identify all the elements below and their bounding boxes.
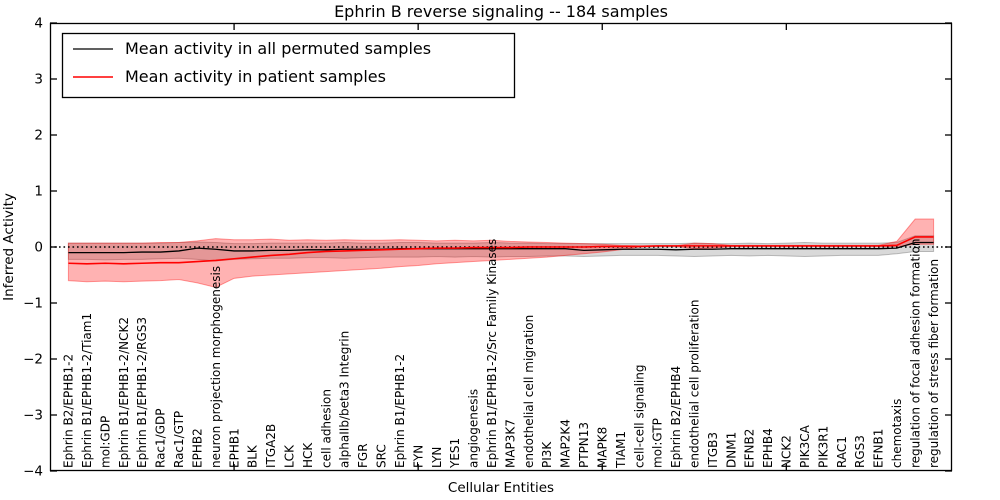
y-tick-label: −1 [23,296,43,312]
category-label: regulation of focal adhesion formation [908,239,922,468]
category-label: EFNB1 [872,429,886,468]
category-label: LYN [430,447,444,468]
category-label: angiogenesis [467,389,481,468]
category-label: Ephrin B2/EPHB1-2 [62,354,76,468]
y-tick-label: −3 [23,408,43,424]
category-label: EFNB2 [743,429,757,468]
category-label: LCK [283,444,297,468]
category-label: mol:GDP [98,416,112,468]
category-label: EPHB1 [227,428,241,468]
category-label: endothelial cell migration [522,315,536,468]
category-label: mol:GTP [651,418,665,468]
category-label: Ephrin B1/EPHB1-2/Tiam1 [80,313,94,468]
bands-layer [67,218,935,288]
category-label: regulation of stress fiber formation [927,259,941,468]
category-label: cell-cell signaling [632,365,646,469]
category-label: Ephrin B1/EPHB1-2 [393,354,407,468]
category-label: FGR [356,443,370,468]
legend-box [61,32,516,99]
category-label: PIK3CA [798,424,812,468]
y-tick-label: 4 [34,16,43,32]
category-label: EPHB2 [190,428,204,468]
category-label: PTPN13 [577,422,591,468]
category-label: HCK [301,442,315,468]
category-label: ITGB3 [706,432,720,468]
category-label: Rac1/GDP [154,409,168,468]
category-label: RGS3 [853,435,867,468]
category-label: MAP2K4 [559,419,573,468]
series-line-0 [68,241,934,254]
category-label: NCK2 [780,435,794,468]
category-label: endothelial cell proliferation [687,300,701,468]
category-label: SRC [375,444,389,468]
category-label: FYN [411,445,425,468]
category-label: EPHB4 [761,428,775,468]
ticks-layer [50,22,952,472]
category-label: DNM1 [724,432,738,468]
category-label: Rac1/GTP [172,411,186,468]
category-label: Ephrin B2/EPHB4 [669,366,683,468]
chart-title: Ephrin B reverse signaling -- 184 sample… [334,2,668,21]
category-label: alphaIIb/beta3 Integrin [338,331,352,468]
y-tick-label: −2 [23,352,43,368]
category-label: neuron projection morphogenesis [209,266,223,468]
series-line-1 [68,236,934,265]
category-label: Ephrin B1/EPHB1-2/NCK2 [117,317,131,468]
legend-label-patient: Mean activity in patient samples [125,67,386,86]
x-axis-label: Cellular Entities [448,480,554,496]
category-label: cell adhesion [319,389,333,468]
y-axis-label: Inferred Activity [1,193,17,301]
y-tick-label: 2 [34,128,43,144]
category-labels-layer: Ephrin B2/EPHB1-2 Ephrin B1/EPHB1-2/Tiam1… [62,239,941,469]
category-label: RAC1 [835,436,849,468]
series-layer [68,236,934,265]
y-tick-label: 3 [34,72,43,88]
category-label: chemotaxis [890,399,904,468]
y-tick-label: 0 [34,240,43,256]
category-label: Ephrin B1/EPHB1-2/Src Family Kinases [485,239,499,468]
category-label: YES1 [448,438,462,469]
y-tick-label: 1 [34,184,43,200]
category-label: MAPK8 [595,427,609,468]
category-label: BLK [246,444,260,468]
category-label: PIK3R1 [816,426,830,468]
category-label: ITGA2B [264,424,278,468]
band-patient-range [67,218,935,288]
y-tick-label: −4 [23,464,43,480]
category-label: Ephrin B1/EPHB1-2/RGS3 [135,317,149,468]
category-label: MAP3K7 [503,419,517,468]
category-label: TIAM1 [614,431,628,469]
legend-label-permuted: Mean activity in all permuted samples [125,39,431,58]
category-label: PI3K [540,441,554,468]
legend: Mean activity in all permuted samples Me… [61,32,516,99]
tick-labels-layer: −4 −3 −2 −1 0 1 2 3 4 [23,16,43,480]
